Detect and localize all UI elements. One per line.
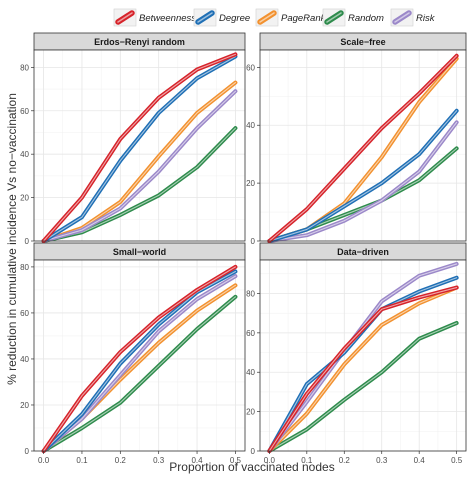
legend-label: Risk <box>416 13 436 24</box>
panel-border <box>33 259 246 452</box>
panel-border <box>259 49 467 242</box>
legend-item-pagerank: PageRank <box>255 8 327 27</box>
legend-key-line-highlight <box>326 12 342 23</box>
legend-item-random: Random <box>322 8 384 27</box>
y-tick-label: 40 <box>246 121 255 130</box>
x-tick-label: 0.2 <box>339 456 351 465</box>
y-tick-label: 40 <box>20 355 29 364</box>
y-tick-label: 0 <box>251 237 256 246</box>
series-line-highlight-random <box>43 296 236 452</box>
y-tick-label: 60 <box>246 63 255 72</box>
series-line-highlight-betweenness <box>268 55 458 242</box>
panel-title: Erdos−Renyi random <box>94 37 185 47</box>
series-line-highlight-risk <box>268 121 458 242</box>
x-tick-label: 0.1 <box>301 456 313 465</box>
y-tick-label: 80 <box>246 289 255 298</box>
series-line-highlight-degree <box>268 110 458 242</box>
legend-item-degree: Degree <box>193 8 250 27</box>
panels: Erdos−Renyi random 0 20 40 60 80 Scale−free 0 20… <box>20 32 467 465</box>
y-tick-label: 80 <box>20 63 29 72</box>
legend-label: PageRank <box>281 13 327 24</box>
legend-key-line-highlight <box>117 12 133 23</box>
y-tick-label: 0 <box>251 447 256 456</box>
legend-item-betweenness: Betweenness <box>113 8 196 27</box>
y-tick-label: 60 <box>246 329 255 338</box>
x-tick-label: 0.3 <box>153 456 165 465</box>
series-line-highlight-degree <box>43 55 236 242</box>
panel-title: Data−driven <box>337 247 389 257</box>
series-group <box>41 52 238 243</box>
series-group <box>267 53 459 243</box>
series-line-highlight-pagerank <box>268 287 458 452</box>
y-tick-label: 60 <box>20 107 29 116</box>
y-axis-ticks: 0 20 40 60 80 <box>246 289 260 456</box>
x-tick-label: 0.3 <box>376 456 388 465</box>
legend: Betweenness Degree PageRank Random Risk <box>113 8 436 27</box>
gridlines <box>260 50 466 242</box>
y-tick-label: 0 <box>25 237 30 246</box>
panel-scale-free: Scale−free 0 20 40 60 <box>246 32 467 246</box>
x-axis-ticks: 0.0 0.1 0.2 0.3 0.4 0.5 <box>38 451 242 465</box>
x-tick-label: 0.5 <box>451 456 463 465</box>
x-tick-label: 0.5 <box>230 456 242 465</box>
panel-border <box>259 259 467 452</box>
y-tick-label: 0 <box>25 447 30 456</box>
panel-small-world: Small−world 0 20 40 60 80 0.0 0.1 0.2 0.3 0.4 0.5 <box>20 242 246 465</box>
y-tick-label: 20 <box>20 401 29 410</box>
y-tick-label: 20 <box>246 179 255 188</box>
series-line-highlight-risk <box>43 90 236 242</box>
series-line-highlight-betweenness <box>43 53 236 242</box>
y-tick-label: 40 <box>20 150 29 159</box>
x-tick-label: 0.0 <box>38 456 50 465</box>
legend-label: Betweenness <box>139 13 196 24</box>
x-tick-label: 0.2 <box>115 456 127 465</box>
y-tick-label: 60 <box>20 309 29 318</box>
y-axis-ticks: 0 20 40 60 <box>246 63 260 246</box>
legend-label: Random <box>348 13 384 24</box>
panel-border <box>33 49 246 242</box>
x-tick-label: 0.4 <box>414 456 426 465</box>
legend-key-line-highlight <box>259 12 275 23</box>
x-tick-label: 0.4 <box>191 456 203 465</box>
legend-label: Degree <box>219 13 250 24</box>
panel-title: Scale−free <box>340 37 385 47</box>
series-group <box>41 264 238 453</box>
y-tick-label: 20 <box>20 194 29 203</box>
y-tick-label: 20 <box>246 408 255 417</box>
series-line-highlight-betweenness <box>43 266 236 452</box>
x-axis-label: Proportion of vaccinated nodes <box>169 460 334 474</box>
legend-key-line-highlight <box>394 12 410 23</box>
y-tick-label: 40 <box>246 368 255 377</box>
x-tick-label: 0.1 <box>76 456 88 465</box>
series-line-highlight-risk <box>268 263 458 452</box>
x-tick-label: 0.0 <box>264 456 276 465</box>
series-line-highlight-degree <box>43 270 236 452</box>
series-line-highlight-betweenness <box>268 287 458 452</box>
series-group <box>267 261 459 453</box>
panel-data-driven: Data−driven 0 20 40 60 80 0.0 0.1 0.2 0.3 0.4 0.5 <box>246 242 467 465</box>
y-tick-label: 80 <box>20 263 29 272</box>
y-axis-ticks: 0 20 40 60 80 <box>20 63 34 246</box>
panel-erdos-renyi-random: Erdos−Renyi random 0 20 40 60 80 <box>20 32 246 246</box>
x-axis-ticks: 0.0 0.1 0.2 0.3 0.4 0.5 <box>264 451 463 465</box>
series-line-highlight-random <box>268 322 458 452</box>
legend-item-risk: Risk <box>390 8 436 27</box>
y-axis-ticks: 0 20 40 60 80 <box>20 263 34 456</box>
panel-title: Small−world <box>113 247 166 257</box>
y-axis-label: % reduction in cumulative incidence Vs n… <box>5 93 19 385</box>
series-line-highlight-risk <box>43 275 236 452</box>
legend-key-line-highlight <box>197 12 213 23</box>
